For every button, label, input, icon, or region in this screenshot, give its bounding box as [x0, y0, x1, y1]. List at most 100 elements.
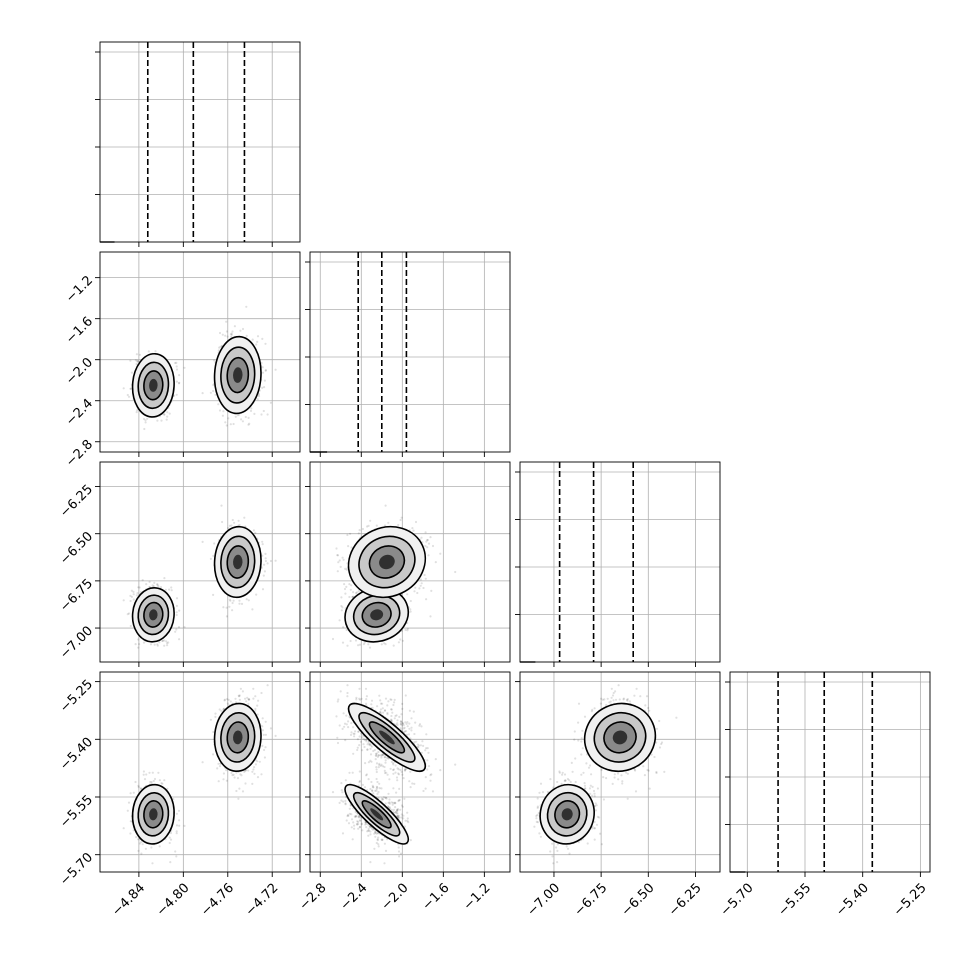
sample-point	[256, 398, 259, 401]
sample-point	[261, 371, 265, 374]
sample-point	[142, 641, 146, 644]
sample-point	[338, 559, 341, 562]
sample-point	[165, 640, 168, 643]
density-fill-0-3	[149, 609, 158, 621]
sample-point	[143, 427, 146, 431]
sample-point	[213, 359, 216, 362]
sample-point	[168, 412, 171, 415]
sample-point	[212, 389, 215, 393]
sample-point	[422, 586, 425, 590]
sample-point	[253, 766, 256, 769]
contour-1-1	[220, 346, 256, 404]
sample-point	[183, 626, 186, 629]
sample-point	[263, 379, 266, 382]
sample-point	[166, 415, 169, 418]
sample-point	[142, 417, 146, 421]
sample-point	[129, 624, 132, 628]
sample-point	[225, 779, 228, 782]
sample-point	[178, 374, 181, 377]
sample-point	[349, 532, 352, 535]
sample-point	[160, 419, 163, 422]
sample-point	[349, 588, 352, 591]
sample-point	[245, 334, 248, 337]
sample-point	[149, 643, 153, 646]
contour-1-1	[358, 535, 416, 589]
sample-point	[252, 529, 255, 532]
sample-point	[429, 615, 432, 618]
sample-point	[264, 368, 267, 372]
sample-point	[425, 598, 428, 601]
hist-panel-2	[515, 461, 721, 667]
sample-point	[251, 338, 254, 341]
sample-point	[340, 609, 343, 612]
sample-point	[248, 698, 251, 701]
sample-point	[357, 644, 360, 647]
sample-point	[404, 628, 407, 632]
sample-point	[262, 733, 265, 737]
sample-point	[256, 776, 260, 779]
sample-point	[132, 598, 135, 601]
sample-point	[354, 592, 358, 595]
sample-point	[153, 777, 157, 781]
sample-cloud-1-0	[122, 305, 277, 431]
sample-point	[163, 644, 166, 647]
sample-point	[429, 536, 432, 539]
sample-point	[148, 585, 151, 589]
sample-point	[175, 365, 178, 368]
sample-point	[343, 583, 346, 586]
sample-point	[147, 350, 150, 353]
sample-point	[231, 330, 234, 333]
sample-point	[260, 413, 263, 416]
sample-point	[406, 629, 409, 632]
sample-point	[156, 583, 159, 586]
sample-point	[344, 567, 347, 571]
sample-point	[227, 417, 230, 420]
density-fill-1-3	[233, 367, 243, 383]
sample-point	[348, 595, 351, 599]
sample-point	[241, 690, 244, 693]
sample-point	[236, 414, 239, 417]
sample-point	[238, 602, 241, 605]
sample-point	[351, 595, 354, 599]
sample-point	[138, 842, 141, 845]
sample-point	[138, 586, 141, 589]
sample-point	[260, 691, 263, 695]
sample-point	[261, 337, 264, 340]
sample-point	[209, 557, 212, 561]
sample-point	[166, 642, 169, 645]
sample-point	[423, 573, 426, 577]
sample-point	[367, 643, 370, 646]
sample-point	[252, 697, 255, 700]
sample-point	[229, 599, 232, 602]
sample-point	[248, 422, 251, 425]
sample-point	[175, 611, 178, 614]
sample-point	[368, 646, 372, 649]
sample-point	[264, 557, 267, 560]
sample-point	[409, 610, 412, 613]
sample-point	[174, 361, 177, 365]
sample-point	[222, 606, 225, 609]
sample-point	[221, 414, 224, 417]
sample-point	[163, 577, 166, 580]
sample-point	[175, 613, 178, 617]
sample-point	[238, 695, 241, 698]
sample-point	[331, 637, 335, 641]
sample-point	[135, 362, 138, 366]
sample-point	[384, 643, 387, 646]
sample-point	[357, 590, 360, 593]
sample-point	[146, 417, 149, 420]
sample-point	[134, 780, 137, 784]
sample-point	[384, 504, 387, 507]
sample-point	[346, 533, 349, 537]
sample-cloud-2-1	[331, 504, 457, 649]
sample-point	[212, 383, 215, 387]
sample-point	[148, 580, 151, 584]
sample-point	[130, 595, 133, 599]
sample-point	[255, 593, 258, 596]
sample-point	[418, 587, 421, 590]
sample-point	[222, 410, 225, 413]
sample-point	[263, 563, 266, 566]
sample-point	[158, 641, 161, 644]
hist-panel-1	[305, 251, 511, 457]
contour-1-2	[226, 545, 250, 579]
